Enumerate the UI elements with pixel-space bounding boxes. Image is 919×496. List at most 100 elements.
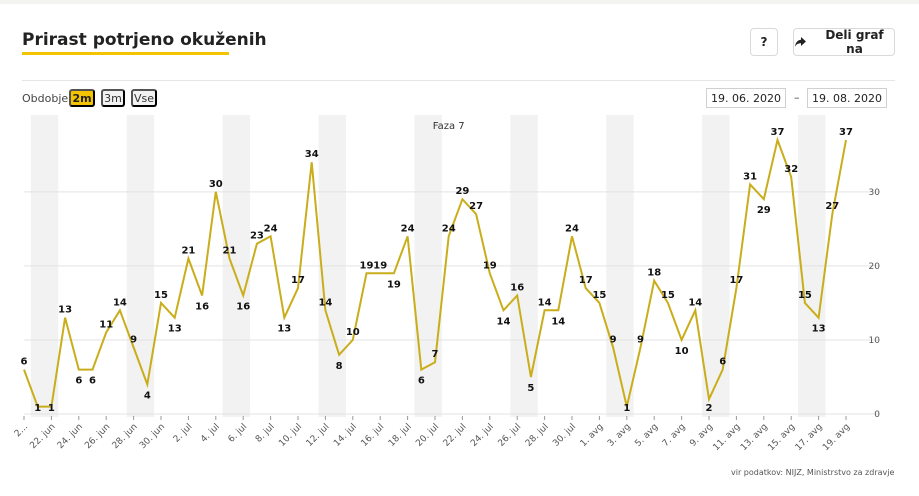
data-label: 17 [579, 275, 593, 286]
data-label: 7 [432, 349, 439, 360]
data-label: 37 [839, 127, 853, 138]
chart-title: Prirast potrjeno okuženih [22, 30, 267, 50]
grid-lines [24, 191, 880, 415]
title-underline [22, 52, 229, 55]
period-label: Obdobje [22, 92, 69, 105]
x-tick-label: 22. jul [442, 422, 469, 449]
data-label: 8 [336, 361, 343, 372]
x-tick-label: 20. jul [414, 422, 441, 449]
data-label: 15 [592, 290, 606, 301]
data-label: 24 [401, 223, 415, 234]
share-button[interactable]: Deli graf na [793, 28, 895, 56]
x-tick-label: 18. jul [387, 422, 414, 449]
header-divider [22, 80, 895, 81]
data-label: 29 [455, 186, 469, 197]
data-label: 16 [195, 302, 209, 313]
x-tick-label: 22. jun [28, 422, 57, 451]
data-label: 1 [48, 403, 55, 414]
data-label: 1 [623, 403, 630, 414]
x-tick-label: 4. jul [199, 422, 222, 445]
data-label: 11 [99, 320, 113, 331]
y-tick-label: 0 [874, 410, 880, 420]
data-label: 4 [144, 390, 151, 401]
data-source: vir podatkov: NIJZ, Ministrstvo za zdrav… [731, 468, 895, 477]
data-label: 10 [346, 327, 360, 338]
data-label: 6 [418, 376, 425, 387]
top-border [0, 0, 919, 4]
x-tick-label: 11. avg [712, 422, 743, 453]
x-tick-label: 14. jul [332, 422, 359, 449]
data-label: 31 [743, 171, 757, 182]
data-label: 1 [34, 403, 41, 414]
data-label: 5 [527, 383, 534, 394]
data-label: 13 [58, 305, 72, 316]
data-label: 18 [647, 268, 661, 279]
data-label: 17 [291, 275, 305, 286]
data-label: 16 [510, 283, 524, 294]
x-tick-label: 26. jun [83, 422, 112, 451]
data-label: 2 [706, 403, 713, 414]
data-label: 14 [318, 297, 332, 308]
y-axis-ticks: 0 10 20 30 [869, 188, 881, 420]
data-label: 19 [373, 260, 387, 271]
data-label: 30 [209, 179, 223, 190]
x-tick-label: 2... [13, 422, 30, 439]
data-label: 6 [89, 376, 96, 387]
x-tick-label: 7. avg [661, 422, 688, 449]
data-label: 24 [264, 223, 278, 234]
x-tick-label: 8. jul [254, 422, 277, 445]
data-label: 27 [469, 201, 483, 212]
x-tick-label: 30. jul [551, 422, 578, 449]
x-tick-label: 2. jul [172, 422, 195, 445]
data-label: 13 [168, 324, 182, 335]
share-button-label: Deli graf na [825, 28, 884, 56]
data-label: 17 [729, 275, 743, 286]
data-label: 14 [113, 297, 127, 308]
x-tick-label: 19. avg [821, 422, 852, 453]
data-label: 32 [784, 164, 798, 175]
data-label: 24 [442, 223, 456, 234]
date-range-separator: – [794, 91, 800, 104]
period-3m-button[interactable]: 3m [101, 89, 125, 107]
y-tick-label: 30 [869, 188, 881, 198]
x-tick-label: 30. jun [138, 422, 167, 451]
data-label: 21 [223, 245, 237, 256]
x-tick-label: 26. jul [497, 422, 524, 449]
data-label: 19 [387, 279, 401, 290]
data-label: 14 [551, 316, 565, 327]
period-2m-button[interactable]: 2m [69, 89, 95, 107]
x-tick-label: 28. jun [111, 422, 140, 451]
data-label: 6 [719, 357, 726, 368]
data-label: 19 [360, 260, 374, 271]
x-tick-label: 10. jul [277, 422, 304, 449]
series-line [23, 136, 847, 408]
data-label: 10 [675, 346, 689, 357]
data-label: 9 [637, 334, 644, 345]
x-tick-label: 24. jun [56, 422, 85, 451]
date-to-input[interactable]: 19. 08. 2020 [807, 88, 887, 108]
data-label: 14 [497, 316, 511, 327]
data-label: 27 [825, 201, 839, 212]
x-tick-label: 6. jul [227, 422, 250, 445]
period-all-button[interactable]: Vse [131, 89, 157, 107]
data-label: 9 [130, 334, 137, 345]
x-tick-label: 9. avg [688, 422, 715, 449]
data-label: 24 [565, 223, 579, 234]
date-from-input[interactable]: 19. 06. 2020 [706, 88, 786, 108]
y-tick-label: 20 [869, 262, 881, 272]
x-tick-label: 28. jul [524, 422, 551, 449]
x-tick-label: 15. avg [766, 422, 797, 453]
help-button[interactable]: ? [750, 28, 778, 56]
data-label: 14 [538, 297, 552, 308]
y-tick-label: 10 [869, 336, 881, 346]
data-label: 15 [798, 290, 812, 301]
data-label: 13 [812, 324, 826, 335]
data-label: 6 [75, 376, 82, 387]
data-label: 37 [771, 127, 785, 138]
data-label: 16 [236, 302, 250, 313]
x-tick-label: 16. jul [360, 422, 387, 449]
data-label: 19 [483, 260, 497, 271]
data-label: 21 [181, 245, 195, 256]
data-label: 15 [661, 290, 675, 301]
